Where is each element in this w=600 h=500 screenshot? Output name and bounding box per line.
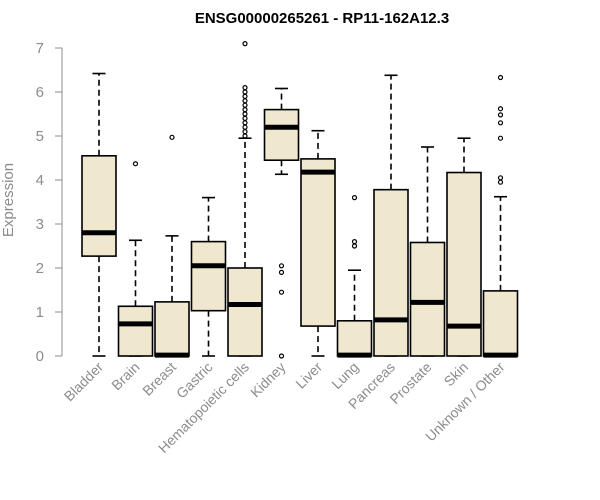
box-iqr <box>409 241 446 357</box>
box-group <box>117 161 154 357</box>
x-tick-label: Lung <box>328 359 361 392</box>
x-tick-label: Breast <box>139 359 179 399</box>
box-iqr <box>263 108 300 161</box>
y-tick-label: 4 <box>36 172 44 189</box>
y-tick-label: 3 <box>36 216 44 233</box>
y-axis-ticks: 0 1 2 3 4 5 6 7 <box>36 40 62 365</box>
outlier-point <box>278 289 285 295</box>
outlier-point <box>242 129 248 135</box>
box-iqr <box>373 188 409 357</box>
outlier-point <box>242 84 248 91</box>
box-iqr <box>190 240 227 312</box>
x-tick-label: Kidney <box>247 359 289 401</box>
box-iqr <box>81 155 117 257</box>
box-iqr <box>300 158 336 327</box>
box-group <box>81 72 117 357</box>
outlier-point <box>497 135 504 141</box>
chart-title: ENSG00000265261 - RP11-162A12.3 <box>195 10 449 27</box>
box-group <box>227 40 263 357</box>
outlier-point <box>497 112 504 118</box>
box-iqr <box>154 301 190 357</box>
outlier-point <box>169 134 175 140</box>
box-iqr <box>482 290 519 357</box>
outlier-point <box>242 106 248 113</box>
y-tick-label: 7 <box>36 40 44 57</box>
y-tick-label: 5 <box>36 128 44 145</box>
y-tick-label: 6 <box>36 84 44 101</box>
outlier-point <box>242 124 248 130</box>
plot-area <box>81 40 519 359</box>
x-tick-label: Bladder <box>61 359 107 405</box>
outlier-point <box>242 111 248 117</box>
y-tick-label: 1 <box>36 304 44 321</box>
box-group <box>482 74 519 358</box>
outlier-point <box>132 161 139 167</box>
outlier-point <box>497 74 504 81</box>
x-tick-label: Skin <box>441 359 472 390</box>
outlier-point <box>242 40 248 47</box>
x-tick-label: Liver <box>292 359 325 392</box>
box-iqr <box>227 267 263 357</box>
box-group <box>263 87 300 359</box>
box-group <box>300 129 336 357</box>
box-group <box>373 74 409 357</box>
outlier-point <box>497 120 504 126</box>
y-axis-label: Expression <box>0 163 17 237</box>
outlier-point <box>351 195 358 201</box>
box-group <box>336 195 373 358</box>
outlier-point <box>242 115 248 122</box>
outlier-point <box>242 89 248 95</box>
outlier-point <box>278 263 285 269</box>
outlier-point <box>351 243 358 249</box>
box-iqr <box>336 319 373 357</box>
box-group <box>154 134 190 358</box>
outlier-point <box>497 179 504 185</box>
y-tick-label: 0 <box>36 348 44 365</box>
box-group <box>409 146 446 357</box>
outlier-point <box>351 239 358 245</box>
box-group <box>190 196 227 357</box>
outlier-point <box>497 106 504 112</box>
outlier-point <box>497 175 504 181</box>
outlier-point <box>278 353 285 359</box>
outlier-point <box>242 98 248 104</box>
box-group <box>446 137 482 357</box>
outlier-point <box>242 102 248 108</box>
y-tick-label: 2 <box>36 260 44 277</box>
outlier-point <box>242 93 248 100</box>
x-tick-label: Brain <box>108 359 142 393</box>
box-iqr <box>117 305 154 357</box>
outlier-point <box>242 120 248 126</box>
outlier-point <box>278 269 285 275</box>
